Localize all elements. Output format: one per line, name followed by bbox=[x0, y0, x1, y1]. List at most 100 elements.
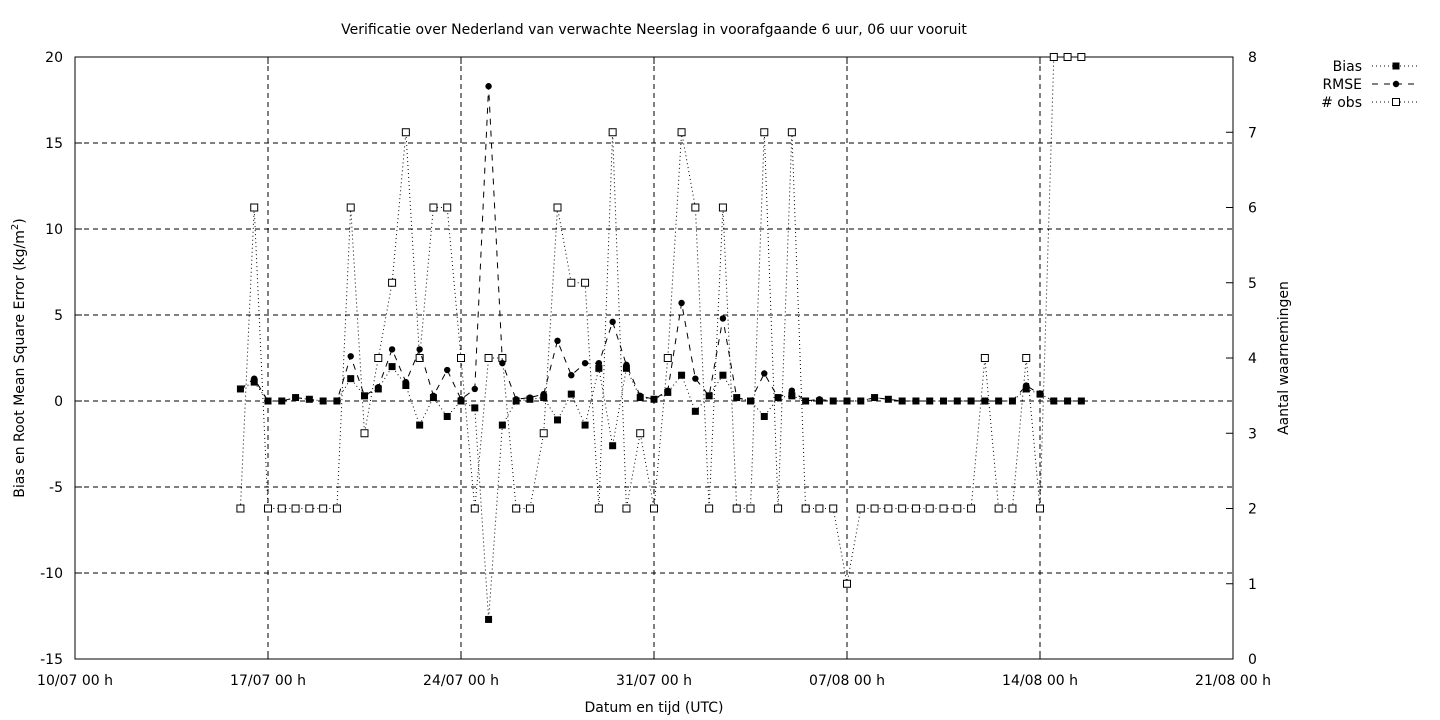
y2-tick-label: 2 bbox=[1248, 502, 1257, 518]
data-point bbox=[305, 504, 314, 513]
legend-marker bbox=[1392, 62, 1400, 70]
data-point bbox=[416, 421, 424, 429]
data-point bbox=[512, 397, 520, 405]
data-point bbox=[429, 203, 438, 212]
data-point bbox=[622, 504, 631, 513]
data-point bbox=[1077, 53, 1086, 61]
data-point bbox=[581, 421, 589, 429]
data-point bbox=[236, 504, 245, 513]
y2-tick-label: 3 bbox=[1248, 426, 1257, 442]
data-point bbox=[760, 412, 768, 420]
axes: 10/07 00 h 17/07 00 h 24/07 00 h 31/07 00 h… bbox=[37, 50, 1271, 689]
data-point bbox=[554, 416, 561, 424]
data-point bbox=[733, 394, 741, 402]
data-point bbox=[650, 504, 658, 513]
x-tick-label: 07/08 00 h bbox=[809, 673, 885, 689]
data-point bbox=[250, 378, 258, 386]
y-axis-label-close: ) bbox=[12, 218, 28, 223]
data-point bbox=[553, 203, 562, 212]
data-point bbox=[429, 394, 437, 402]
data-point bbox=[967, 397, 975, 405]
data-point bbox=[787, 128, 796, 137]
data-point bbox=[360, 429, 369, 438]
data-point bbox=[485, 83, 492, 90]
data-point bbox=[567, 278, 576, 287]
y-axis-label-sup: 2 bbox=[10, 224, 21, 230]
data-point bbox=[912, 397, 920, 405]
data-point bbox=[457, 397, 465, 405]
x-tick-label: 31/07 00 h bbox=[616, 673, 692, 689]
data-point bbox=[485, 615, 493, 623]
data-point bbox=[691, 407, 699, 415]
x-tick-label: 17/07 00 h bbox=[230, 673, 306, 689]
y2-tick-label: 7 bbox=[1248, 125, 1257, 141]
data-point bbox=[1036, 390, 1044, 398]
data-point bbox=[484, 354, 493, 362]
series-layer bbox=[236, 53, 1086, 623]
data-point bbox=[1008, 504, 1017, 513]
data-point bbox=[705, 392, 713, 400]
data-point bbox=[609, 442, 617, 450]
data-point bbox=[747, 397, 754, 405]
y2-axis-label: Aantal waarnemingen bbox=[1276, 281, 1292, 435]
series-bias bbox=[236, 363, 1085, 623]
data-point bbox=[856, 504, 865, 513]
y-tick-label: 10 bbox=[45, 222, 63, 238]
data-point bbox=[663, 354, 672, 362]
y-tick-label: -15 bbox=[40, 652, 63, 668]
data-point bbox=[925, 504, 934, 513]
data-point bbox=[346, 203, 355, 212]
data-point bbox=[926, 397, 934, 405]
data-point bbox=[443, 412, 451, 420]
data-point bbox=[250, 203, 259, 212]
data-point bbox=[581, 278, 590, 287]
x-tick-label: 10/07 00 h bbox=[37, 673, 113, 689]
data-point bbox=[898, 397, 906, 405]
y-tick-label: 20 bbox=[45, 50, 63, 66]
data-point bbox=[815, 504, 824, 513]
data-point bbox=[746, 504, 755, 513]
data-point bbox=[374, 354, 383, 362]
data-point bbox=[388, 363, 396, 371]
legend-label: Bias bbox=[1333, 59, 1362, 75]
data-point bbox=[719, 315, 727, 322]
data-point bbox=[332, 504, 341, 513]
data-point bbox=[361, 392, 368, 400]
data-point bbox=[415, 354, 424, 362]
data-point bbox=[319, 397, 327, 405]
data-point bbox=[705, 504, 714, 513]
y-tick-label: -10 bbox=[40, 566, 63, 582]
series-rmse bbox=[237, 83, 1085, 405]
data-point bbox=[1022, 385, 1030, 393]
x-tick-label: 14/08 00 h bbox=[1002, 673, 1078, 689]
data-point bbox=[719, 371, 727, 379]
data-point bbox=[678, 299, 685, 307]
chart-title: Verificatie over Nederland van verwachte… bbox=[341, 22, 967, 38]
data-point bbox=[608, 128, 617, 137]
data-point bbox=[802, 397, 810, 405]
data-point bbox=[347, 353, 354, 360]
legend: Bias RMSE # obs bbox=[1321, 59, 1420, 111]
data-point bbox=[292, 394, 300, 402]
data-point bbox=[953, 397, 961, 405]
y-axis-label-main: Bias en Root Mean Square Error (kg/m bbox=[12, 230, 28, 498]
data-point bbox=[1008, 397, 1016, 405]
data-point bbox=[581, 359, 589, 367]
data-point bbox=[401, 128, 410, 137]
data-point bbox=[691, 203, 700, 212]
data-point bbox=[1064, 397, 1072, 405]
data-point bbox=[305, 395, 313, 403]
data-point bbox=[278, 397, 286, 405]
data-point bbox=[829, 397, 837, 405]
data-point bbox=[1050, 397, 1058, 405]
data-point bbox=[801, 504, 810, 513]
x-axis-label: Datum en tijd (UTC) bbox=[584, 700, 723, 716]
data-point bbox=[1049, 53, 1058, 61]
legend-marker bbox=[1392, 80, 1400, 88]
y2-tick-label: 8 bbox=[1248, 50, 1257, 66]
data-point bbox=[788, 387, 796, 394]
data-point bbox=[953, 504, 962, 513]
data-point bbox=[319, 504, 328, 513]
data-point bbox=[622, 364, 630, 372]
series-line bbox=[240, 365, 1082, 620]
